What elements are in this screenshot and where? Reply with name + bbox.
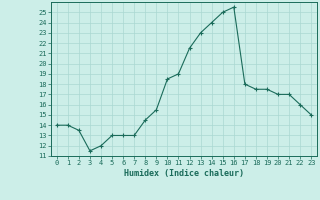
X-axis label: Humidex (Indice chaleur): Humidex (Indice chaleur): [124, 169, 244, 178]
